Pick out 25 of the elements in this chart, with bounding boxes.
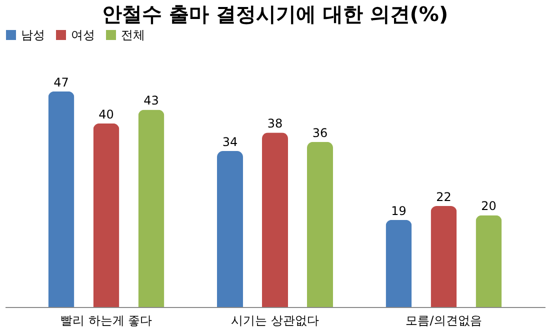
x-tick-label: 빨리 하는게 좋다 — [60, 314, 152, 328]
bar — [217, 150, 243, 307]
data-label: 38 — [267, 116, 283, 131]
bar — [138, 110, 164, 307]
data-label: 22 — [436, 190, 452, 204]
legend-label: 남성 — [21, 28, 45, 42]
bar — [307, 142, 333, 307]
legend-label: 전체 — [121, 28, 145, 42]
bar — [262, 132, 288, 307]
bar — [476, 215, 502, 307]
legend-label: 여성 — [71, 28, 95, 42]
data-label: 47 — [54, 75, 69, 90]
data-label: 34 — [222, 134, 238, 149]
data-label: 40 — [98, 107, 114, 122]
bar — [93, 123, 120, 307]
x-tick-label: 모름/의견없음 — [406, 314, 482, 328]
bar — [430, 206, 457, 307]
chart-title: 안철수 출마 결정시기에 대한 의견(%) — [102, 2, 448, 26]
data-label: 36 — [312, 126, 328, 140]
data-label: 20 — [481, 199, 496, 214]
bar — [48, 91, 74, 307]
bar — [386, 220, 412, 307]
x-tick-label: 시기는 상관없다 — [231, 314, 319, 328]
data-label: 19 — [391, 204, 406, 218]
data-label: 43 — [144, 94, 159, 108]
